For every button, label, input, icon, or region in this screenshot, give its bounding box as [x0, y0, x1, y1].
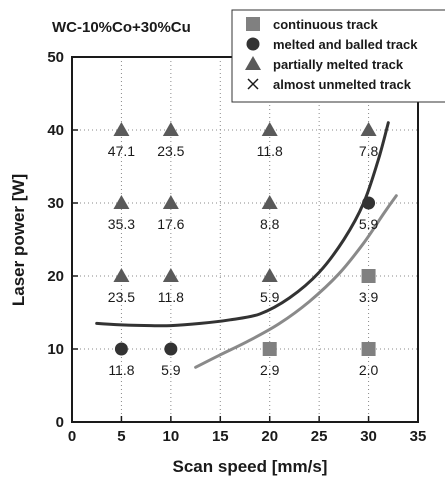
y-tick-label: 40	[47, 122, 64, 139]
data-point-triangle	[162, 195, 179, 209]
legend: continuous track melted and balled track p…	[231, 9, 445, 103]
data-labels: 47.1 23.5 11.8 7.8 35.3 17.6 8.8 5.9 23.5 11.8 5.9…	[108, 143, 379, 378]
data-point-square	[361, 269, 376, 283]
data-point-triangle	[113, 122, 130, 136]
x-tick-label: 15	[212, 428, 229, 445]
data-label: 5.9	[260, 289, 280, 305]
x-tick-label: 5	[117, 428, 125, 445]
legend-label: almost unmelted track	[273, 77, 412, 92]
data-label: 47.1	[108, 143, 135, 159]
data-label: 7.8	[359, 143, 379, 159]
axis-ticks: 0 5 10 15 20 25 30 35 0 10 20 30 40 50	[47, 49, 426, 445]
data-label: 17.6	[157, 216, 184, 232]
y-tick-label: 0	[56, 414, 64, 431]
data-label: 11.8	[108, 362, 134, 378]
x-tick-label: 20	[261, 428, 278, 445]
chart-title: WC-10%Co+30%Cu	[52, 19, 191, 36]
data-label: 8.8	[260, 216, 280, 232]
x-mark-stroke	[247, 78, 259, 90]
data-point-triangle	[113, 268, 130, 282]
y-tick-label: 30	[47, 195, 64, 212]
boundary-curves	[95, 121, 398, 369]
boundary-curve-2	[194, 194, 398, 369]
legend-box	[231, 9, 445, 103]
y-tick-label: 50	[47, 49, 64, 66]
legend-label: continuous track	[273, 17, 379, 32]
data-label: 11.8	[158, 289, 184, 305]
x-tick-label: 10	[163, 428, 180, 445]
data-label: 35.3	[108, 216, 135, 232]
legend-marker-x	[247, 78, 259, 90]
data-point-triangle	[113, 195, 130, 209]
data-point-triangle	[261, 268, 278, 282]
x-tick-label: 30	[360, 428, 377, 445]
x-axis-label: Scan speed [mm/s]	[173, 457, 328, 476]
data-point-triangle	[261, 195, 278, 209]
y-tick-label: 10	[47, 341, 64, 358]
data-point-square	[361, 342, 376, 356]
legend-label: melted and balled track	[273, 37, 418, 52]
data-markers	[113, 122, 377, 356]
grid-lines	[72, 57, 418, 422]
data-point-circle	[362, 196, 376, 210]
legend-marker-circle	[246, 37, 260, 51]
x-tick-label: 35	[410, 428, 427, 445]
boundary-curve-1	[95, 121, 390, 328]
legend-label: partially melted track	[273, 57, 404, 72]
data-label: 23.5	[157, 143, 184, 159]
data-label: 5.9	[161, 362, 181, 378]
y-tick-label: 20	[47, 268, 64, 285]
legend-marker-square	[246, 17, 260, 31]
x-tick-label: 0	[68, 428, 76, 445]
data-point-triangle	[162, 122, 179, 136]
data-label: 5.9	[359, 216, 379, 232]
data-label: 3.9	[359, 289, 379, 305]
data-point-triangle	[261, 122, 278, 136]
data-label: 23.5	[108, 289, 135, 305]
data-label: 11.8	[257, 143, 283, 159]
data-point-square	[262, 342, 277, 356]
data-point-triangle	[162, 268, 179, 282]
legend-marker-triangle	[245, 56, 261, 70]
data-point-circle	[164, 342, 178, 356]
data-label: 2.0	[359, 362, 379, 378]
data-point-triangle	[360, 122, 377, 136]
data-point-circle	[114, 342, 128, 356]
x-tick-label: 25	[311, 428, 328, 445]
data-label: 2.9	[260, 362, 280, 378]
y-axis-label: Laser power [W]	[9, 174, 28, 306]
